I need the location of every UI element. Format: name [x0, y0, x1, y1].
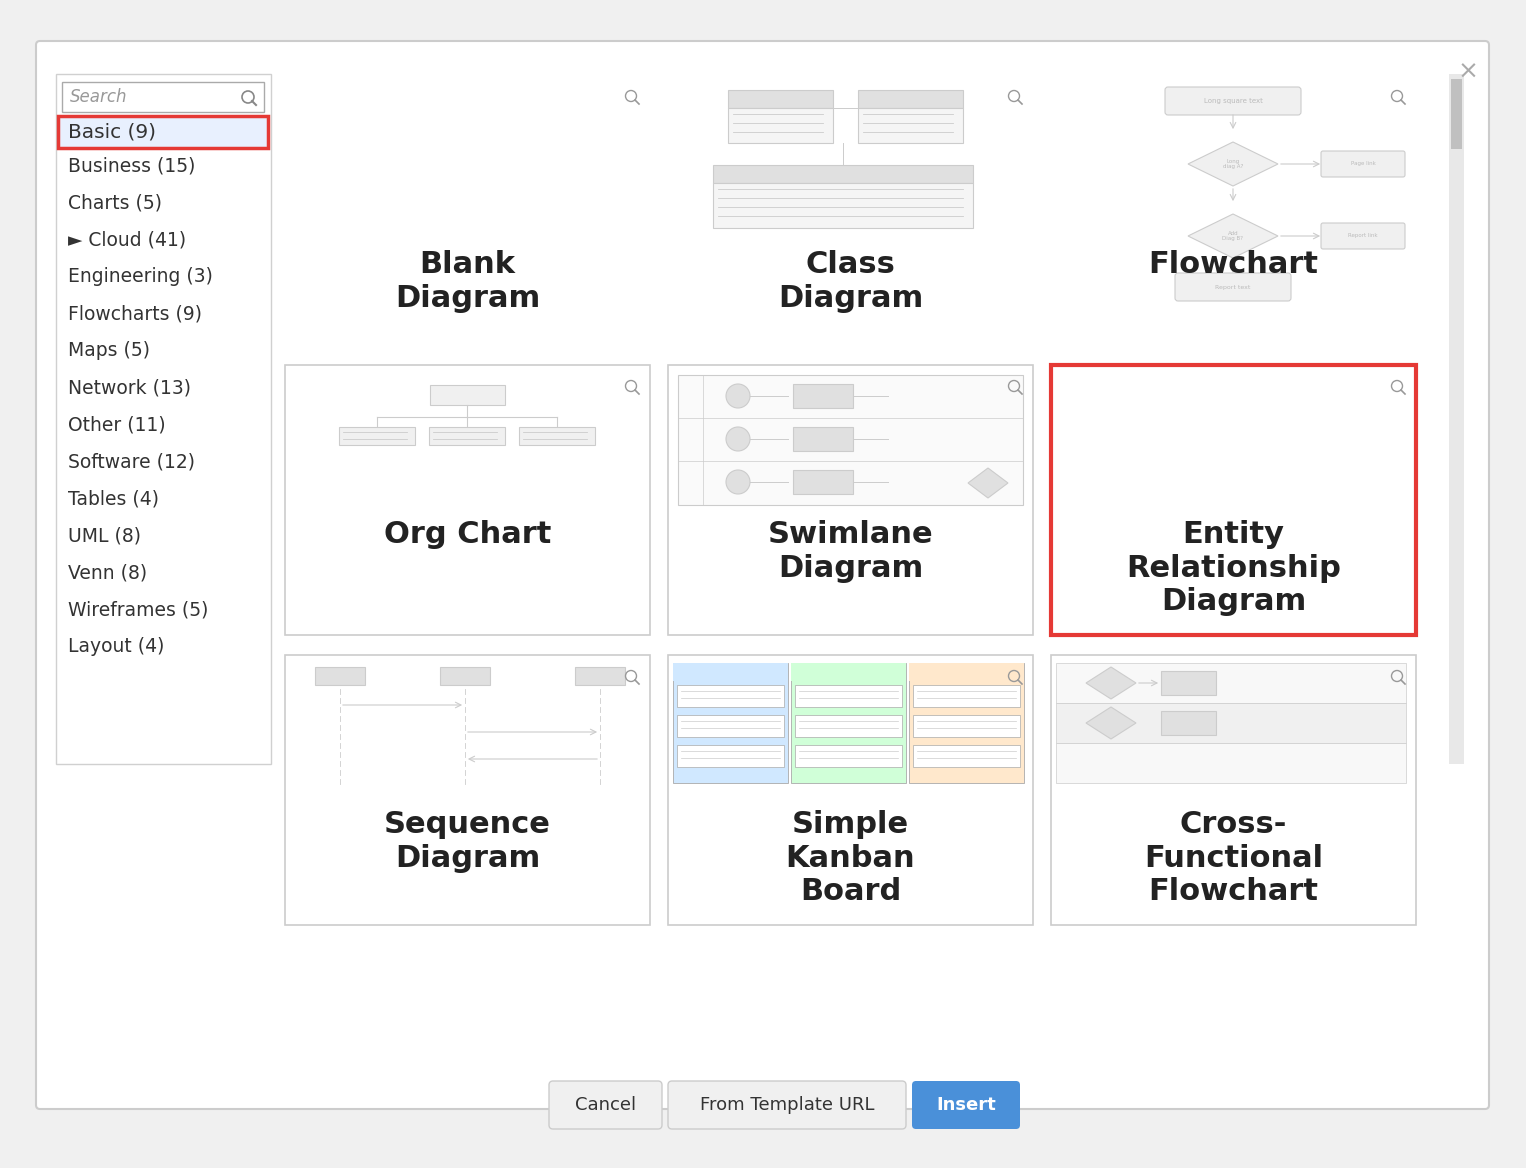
Bar [1056, 743, 1405, 783]
Text: Other (11): Other (11) [69, 416, 166, 434]
Text: Cross-
Functional
Flowchart: Cross- Functional Flowchart [1144, 809, 1323, 906]
Bar [1056, 703, 1405, 743]
Text: Network (13): Network (13) [69, 378, 191, 397]
Bar [1051, 364, 1416, 635]
Text: Long square text: Long square text [1204, 98, 1262, 104]
Text: Engineering (3): Engineering (3) [69, 267, 212, 286]
Polygon shape [1189, 142, 1277, 186]
Circle shape [726, 470, 749, 494]
Text: Flowcharts (9): Flowcharts (9) [69, 305, 201, 324]
Bar [678, 745, 784, 767]
Polygon shape [1189, 214, 1277, 258]
Circle shape [726, 384, 749, 408]
FancyBboxPatch shape [1322, 151, 1405, 178]
Text: Tables (4): Tables (4) [69, 489, 159, 508]
Bar [339, 427, 415, 445]
Bar [678, 715, 784, 737]
Bar [1056, 663, 1405, 703]
Bar [1161, 711, 1216, 735]
Text: Charts (5): Charts (5) [69, 194, 162, 213]
Bar [794, 427, 853, 451]
FancyBboxPatch shape [1164, 86, 1302, 114]
Bar [439, 667, 490, 684]
Bar [668, 655, 1033, 925]
Text: Layout (4): Layout (4) [69, 638, 165, 656]
Bar [795, 684, 902, 707]
Bar [519, 427, 595, 445]
Bar [1450, 74, 1463, 764]
Bar [913, 745, 1019, 767]
Bar [668, 364, 1033, 635]
Bar [913, 684, 1019, 707]
Bar [1451, 79, 1462, 150]
Bar [795, 715, 902, 737]
Bar [713, 165, 974, 183]
FancyBboxPatch shape [549, 1082, 662, 1129]
Bar [575, 667, 626, 684]
Bar [285, 364, 650, 635]
Text: From Template URL: From Template URL [700, 1096, 874, 1114]
Bar [795, 745, 902, 767]
Text: Basic (9): Basic (9) [69, 123, 156, 141]
Polygon shape [967, 468, 1009, 498]
FancyBboxPatch shape [37, 41, 1489, 1108]
Text: Report text: Report text [1215, 285, 1251, 290]
Text: Maps (5): Maps (5) [69, 341, 150, 361]
Text: UML (8): UML (8) [69, 527, 140, 545]
Bar [728, 90, 833, 107]
Text: Entity
Relationship
Diagram: Entity Relationship Diagram [1126, 520, 1341, 617]
Text: Sequence
Diagram: Sequence Diagram [385, 809, 551, 872]
FancyBboxPatch shape [913, 1082, 1019, 1129]
Bar [713, 183, 974, 228]
Circle shape [726, 427, 749, 451]
Bar [858, 90, 963, 107]
Bar [673, 663, 787, 783]
Text: Class
Diagram: Class Diagram [778, 250, 923, 313]
Bar [430, 385, 505, 405]
Bar [909, 663, 1024, 783]
Bar [1051, 655, 1416, 925]
Text: Cancel: Cancel [575, 1096, 636, 1114]
Text: Simple
Kanban
Board: Simple Kanban Board [786, 809, 916, 906]
Bar [728, 107, 833, 142]
Text: Page link: Page link [1351, 161, 1375, 167]
Bar [913, 715, 1019, 737]
Text: Insert: Insert [935, 1096, 996, 1114]
Bar [678, 684, 784, 707]
Polygon shape [1087, 667, 1135, 698]
Text: Add
Diag B?: Add Diag B? [1222, 230, 1244, 242]
FancyBboxPatch shape [1322, 223, 1405, 249]
Bar [314, 667, 365, 684]
Bar [1161, 670, 1216, 695]
Text: Org Chart: Org Chart [385, 520, 551, 549]
Bar [673, 663, 787, 681]
Text: Software (12): Software (12) [69, 452, 195, 472]
Text: Swimlane
Diagram: Swimlane Diagram [768, 520, 934, 583]
Bar [58, 116, 269, 148]
Text: Blank
Diagram: Blank Diagram [395, 250, 540, 313]
FancyBboxPatch shape [1175, 273, 1291, 301]
Text: Wireframes (5): Wireframes (5) [69, 600, 209, 619]
Text: Flowchart: Flowchart [1149, 250, 1318, 279]
Text: Long
diag A?: Long diag A? [1222, 159, 1244, 169]
Text: ► Cloud (41): ► Cloud (41) [69, 230, 186, 250]
Bar [790, 663, 906, 681]
Bar [63, 82, 264, 112]
Text: Report link: Report link [1347, 234, 1378, 238]
Text: Venn (8): Venn (8) [69, 563, 146, 583]
Bar [794, 384, 853, 408]
Text: ×: × [1457, 60, 1479, 84]
Bar [678, 375, 1022, 505]
Bar [790, 663, 906, 783]
Bar [285, 655, 650, 925]
Bar [794, 470, 853, 494]
Text: Search: Search [70, 88, 128, 106]
Polygon shape [1087, 707, 1135, 739]
Bar [858, 107, 963, 142]
Bar [56, 74, 272, 764]
Bar [429, 427, 505, 445]
Text: Business (15): Business (15) [69, 157, 195, 175]
FancyBboxPatch shape [668, 1082, 906, 1129]
Bar [909, 663, 1024, 681]
